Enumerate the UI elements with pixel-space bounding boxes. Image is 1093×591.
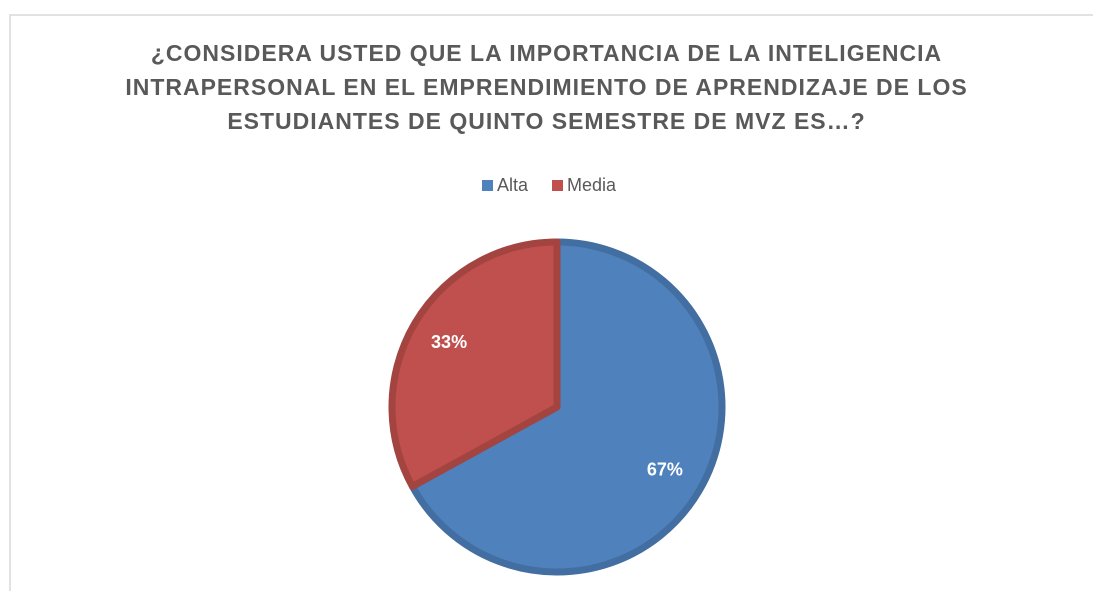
data-label: 33% xyxy=(431,332,467,352)
legend-label: Alta xyxy=(497,175,529,195)
chart-title: ¿CONSIDERA USTED QUE LA IMPORTANCIA DE L… xyxy=(125,40,968,134)
pie-slice xyxy=(408,238,726,576)
chart-frame xyxy=(9,14,1093,591)
pie-slice xyxy=(388,238,561,490)
legend-swatch xyxy=(482,180,493,191)
legend-label: Media xyxy=(567,175,617,195)
data-label: 67% xyxy=(647,460,683,480)
legend-swatch xyxy=(552,180,563,191)
